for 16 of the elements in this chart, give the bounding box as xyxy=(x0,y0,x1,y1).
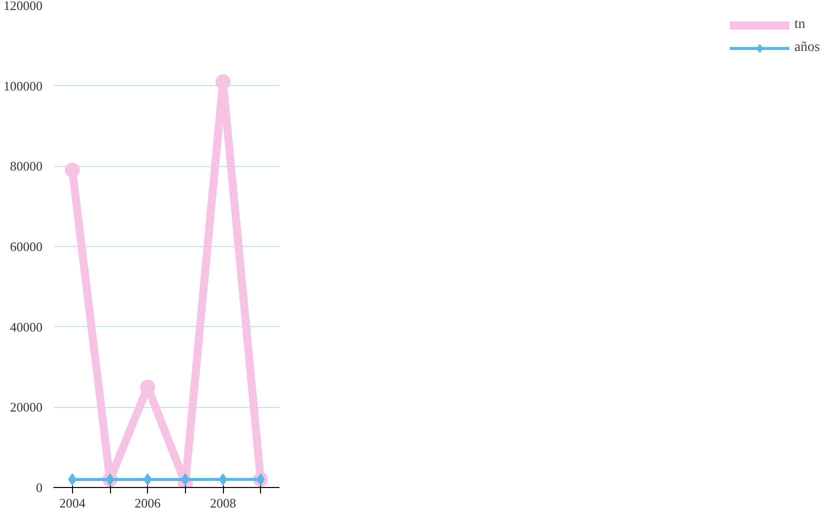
legend-label: tn xyxy=(794,17,806,33)
y-tick-label: 120000 xyxy=(4,0,42,13)
point xyxy=(106,473,114,486)
y-tick-label: 100000 xyxy=(4,78,42,94)
y-tick-label: 60000 xyxy=(10,239,42,254)
y-tick-label: 20000 xyxy=(10,400,42,415)
point xyxy=(216,74,230,90)
point xyxy=(218,473,228,486)
y-tick-label: 40000 xyxy=(10,319,42,334)
y-tick-label: 80000 xyxy=(10,158,42,174)
x-tick-label: 2008 xyxy=(210,496,236,510)
legend-label: años xyxy=(794,40,820,56)
x-tick-label: 2006 xyxy=(134,496,162,510)
y-tick-label: 0 xyxy=(36,480,42,495)
x-tick-label: 2004 xyxy=(59,496,86,510)
point xyxy=(64,162,80,178)
